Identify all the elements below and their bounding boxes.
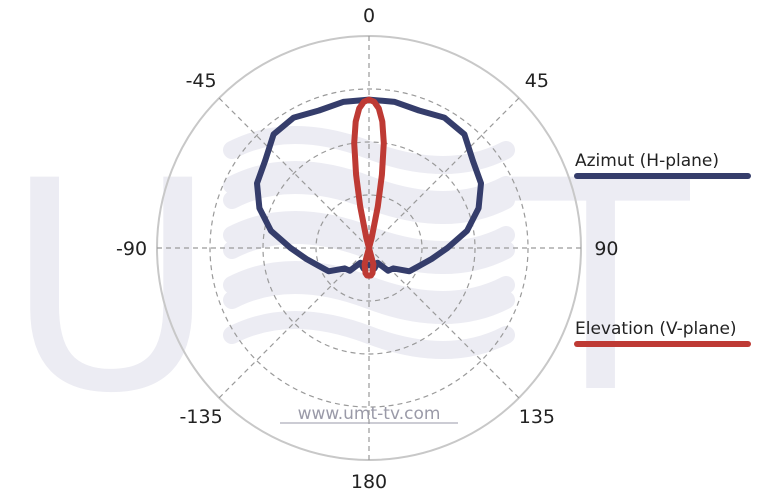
legend: Azimut (H-plane) Elevation (V-plane) (574, 151, 751, 347)
series-line-0 (254, 96, 484, 275)
legend-label-0: Azimut (H-plane) (575, 151, 719, 171)
polar-grid (156, 35, 582, 461)
angle-label-4: 180 (351, 471, 387, 493)
series-line-1 (351, 96, 387, 279)
website-link[interactable]: www.umt-tv.com (298, 404, 441, 424)
angle-label-7: -45 (186, 70, 217, 92)
angle-labels: 0 45 90 135 180 -135 -90 -45 (116, 5, 618, 493)
series-layer (254, 96, 484, 279)
angle-label-2: 90 (594, 238, 618, 260)
angle-label-3: 135 (519, 406, 555, 428)
watermark-wave-3-1 (223, 311, 515, 359)
watermark-letter-u: U (5, 120, 217, 457)
angle-label-0: 0 (363, 5, 375, 27)
watermark-wave-3-0 (223, 276, 515, 324)
legend-label-1: Elevation (V-plane) (575, 319, 737, 339)
angle-label-6: -90 (116, 238, 147, 260)
grid-ring-2 (209, 88, 529, 408)
grid-ring-1 (262, 141, 476, 355)
grid-ring-0 (315, 194, 423, 302)
angle-label-5: -135 (180, 406, 223, 428)
angle-label-1: 45 (525, 70, 549, 92)
